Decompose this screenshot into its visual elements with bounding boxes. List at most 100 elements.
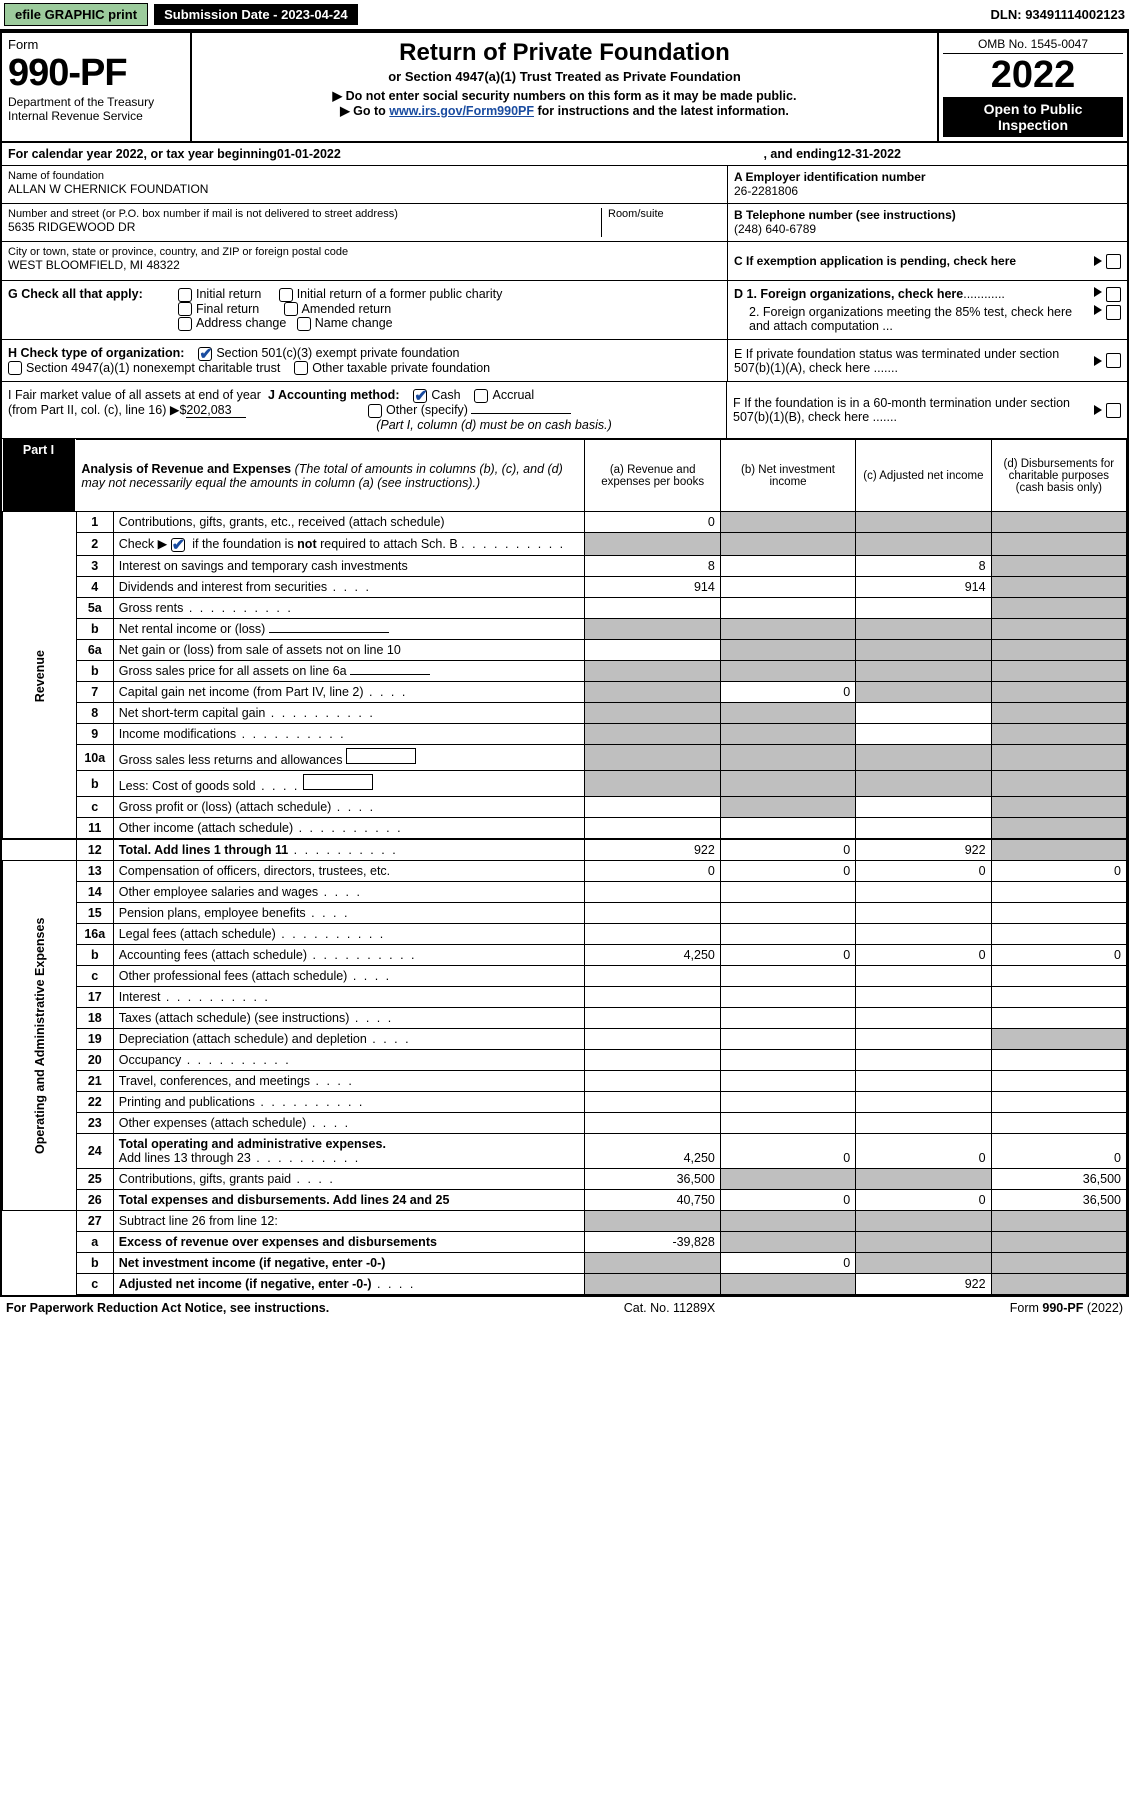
submission-date: Submission Date - 2023-04-24	[154, 4, 358, 25]
table-row: Revenue 1 Contributions, gifts, grants, …	[3, 512, 1127, 533]
e-checkbox[interactable]	[1106, 353, 1121, 368]
f-label: F If the foundation is in a 60-month ter…	[733, 396, 1094, 424]
cash-checkbox[interactable]	[413, 389, 427, 403]
accrual-checkbox[interactable]	[474, 389, 488, 403]
phone-label: B Telephone number (see instructions)	[734, 208, 1121, 222]
footer-form-num: 990-PF	[1042, 1301, 1083, 1315]
table-row: 4Dividends and interest from securities9…	[3, 577, 1127, 598]
table-row: cOther professional fees (attach schedul…	[3, 966, 1127, 987]
sch-b-checkbox[interactable]	[171, 538, 185, 552]
table-row: 19Depreciation (attach schedule) and dep…	[3, 1029, 1127, 1050]
footer-catno: Cat. No. 11289X	[624, 1301, 716, 1315]
ein-value: 26-2281806	[734, 184, 1121, 198]
4947-checkbox[interactable]	[8, 361, 22, 375]
4947-label: Section 4947(a)(1) nonexempt charitable …	[26, 361, 280, 375]
initial-return-checkbox[interactable]	[178, 288, 192, 302]
arrow-icon	[1094, 356, 1102, 366]
city-label: City or town, state or province, country…	[8, 246, 721, 258]
table-row: 3Interest on savings and temporary cash …	[3, 556, 1127, 577]
name-change-checkbox[interactable]	[297, 317, 311, 331]
table-row: 26Total expenses and disbursements. Add …	[3, 1190, 1127, 1211]
col-b-header: (b) Net investment income	[720, 439, 855, 512]
accrual-label: Accrual	[492, 388, 534, 402]
omb-number: OMB No. 1545-0047	[943, 37, 1123, 54]
part1-tag: Part I	[3, 439, 75, 511]
initial-former-label: Initial return of a former public charit…	[297, 287, 503, 301]
table-row: 7Capital gain net income (from Part IV, …	[3, 682, 1127, 703]
table-row: cAdjusted net income (if negative, enter…	[3, 1274, 1127, 1295]
cash-label: Cash	[431, 388, 460, 402]
g-label: G Check all that apply:	[8, 287, 178, 331]
e-label: E If private foundation status was termi…	[734, 347, 1094, 375]
arrow-icon	[1094, 405, 1102, 415]
irs-label: Internal Revenue Service	[8, 109, 184, 123]
table-row: 11Other income (attach schedule)	[3, 818, 1127, 840]
final-return-checkbox[interactable]	[178, 302, 192, 316]
footer-paperwork: For Paperwork Reduction Act Notice, see …	[6, 1301, 329, 1315]
table-row: bLess: Cost of goods sold	[3, 771, 1127, 797]
table-row: 14Other employee salaries and wages	[3, 882, 1127, 903]
table-row: 22Printing and publications	[3, 1092, 1127, 1113]
open-public-badge: Open to Public Inspection	[943, 97, 1123, 137]
footer-form-post: (2022)	[1083, 1301, 1123, 1315]
table-row: bGross sales price for all assets on lin…	[3, 661, 1127, 682]
table-row: 18Taxes (attach schedule) (see instructi…	[3, 1008, 1127, 1029]
street-address: 5635 RIDGEWOOD DR	[8, 220, 601, 234]
arrow-icon	[1094, 305, 1102, 315]
cal-pre: For calendar year 2022, or tax year begi…	[8, 147, 277, 161]
footer-form-pre: Form	[1010, 1301, 1043, 1315]
other-taxable-label: Other taxable private foundation	[312, 361, 490, 375]
initial-former-checkbox[interactable]	[279, 288, 293, 302]
irs-link[interactable]: www.irs.gov/Form990PF	[389, 104, 534, 118]
d2-checkbox[interactable]	[1106, 305, 1121, 320]
501c3-label: Section 501(c)(3) exempt private foundat…	[216, 346, 459, 360]
address-change-label: Address change	[196, 316, 286, 330]
fmv-value: 202,083	[186, 403, 246, 418]
table-row: 21Travel, conferences, and meetings	[3, 1071, 1127, 1092]
form-subtitle: or Section 4947(a)(1) Trust Treated as P…	[200, 69, 929, 84]
other-taxable-checkbox[interactable]	[294, 361, 308, 375]
table-row: 10aGross sales less returns and allowanc…	[3, 745, 1127, 771]
table-row: 6aNet gain or (loss) from sale of assets…	[3, 640, 1127, 661]
table-row: 8Net short-term capital gain	[3, 703, 1127, 724]
col-d-header: (d) Disbursements for charitable purpose…	[991, 439, 1126, 512]
f-checkbox[interactable]	[1106, 403, 1121, 418]
col-c-header: (c) Adjusted net income	[856, 439, 991, 512]
c-checkbox[interactable]	[1106, 254, 1121, 269]
efile-print-button[interactable]: efile GRAPHIC print	[4, 3, 148, 26]
dln: DLN: 93491114002123	[991, 7, 1125, 22]
table-row: 17Interest	[3, 987, 1127, 1008]
note-ssn: ▶ Do not enter social security numbers o…	[200, 88, 929, 103]
table-row: 23Other expenses (attach schedule)	[3, 1113, 1127, 1134]
table-row: 16aLegal fees (attach schedule)	[3, 924, 1127, 945]
col-a-header: (a) Revenue and expenses per books	[585, 439, 720, 512]
table-row: 15Pension plans, employee benefits	[3, 903, 1127, 924]
d1-checkbox[interactable]	[1106, 287, 1121, 302]
form-label: Form	[8, 37, 184, 52]
table-row: 9Income modifications	[3, 724, 1127, 745]
table-row: 5aGross rents	[3, 598, 1127, 619]
j-note: (Part I, column (d) must be on cash basi…	[268, 418, 720, 432]
phone-value: (248) 640-6789	[734, 222, 1121, 236]
note-goto-pre: ▶ Go to	[340, 104, 389, 118]
other-method-checkbox[interactable]	[368, 404, 382, 418]
501c3-checkbox[interactable]	[198, 347, 212, 361]
table-row: 12Total. Add lines 1 through 119220922	[3, 839, 1127, 861]
final-return-label: Final return	[196, 302, 259, 316]
name-change-label: Name change	[315, 316, 393, 330]
cal-end: 12-31-2022	[837, 147, 901, 161]
amended-return-checkbox[interactable]	[284, 302, 298, 316]
initial-return-label: Initial return	[196, 287, 261, 301]
address-change-checkbox[interactable]	[178, 317, 192, 331]
form-number: 990-PF	[8, 52, 184, 95]
arrow-icon	[1094, 287, 1102, 297]
table-row: 20Occupancy	[3, 1050, 1127, 1071]
table-row: 2 Check ▶ if the foundation is not requi…	[3, 533, 1127, 556]
table-row: 24Total operating and administrative exp…	[3, 1134, 1127, 1169]
name-label: Name of foundation	[8, 170, 721, 182]
table-row: 25Contributions, gifts, grants paid36,50…	[3, 1169, 1127, 1190]
table-row: 27Subtract line 26 from line 12:	[3, 1211, 1127, 1232]
arrow-icon	[1094, 256, 1102, 266]
j-label: J Accounting method:	[268, 388, 399, 402]
revenue-label: Revenue	[3, 512, 77, 839]
